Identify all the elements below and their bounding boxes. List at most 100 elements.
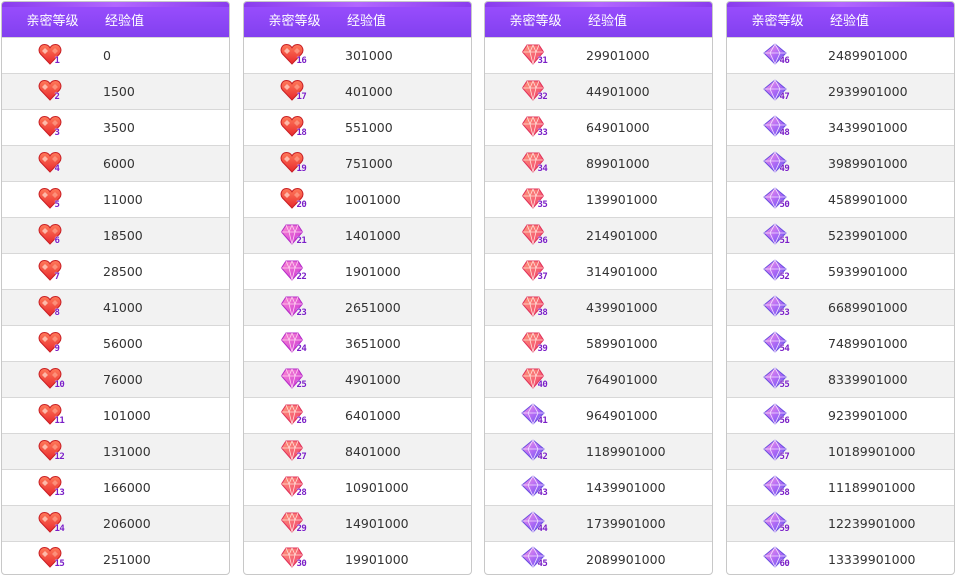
exp-value: 44901000 [586,84,650,99]
level-number: 14 [54,523,65,534]
table-row: 17 401000 [244,73,471,109]
gem-purple-icon: 52 [761,258,795,286]
table-row: 22 1901000 [244,253,471,289]
level-number: 57 [779,451,790,462]
level-number: 31 [537,55,548,66]
level-cell: 44 [485,510,586,538]
exp-value: 1739901000 [586,516,666,531]
header-exp: 经验值 [105,14,145,29]
level-cell: 8 [2,294,103,322]
level-number: 47 [779,91,790,102]
table-row: 28 10901000 [244,469,471,505]
heart-red-icon: 20 [278,186,312,214]
level-number: 42 [537,451,548,462]
exp-value: 29901000 [586,48,650,63]
level-number: 22 [296,271,307,282]
exp-value: 1189901000 [586,444,666,459]
level-number: 40 [537,379,548,390]
table-row: 44 1739901000 [485,505,712,541]
level-number: 25 [296,379,307,390]
exp-value: 56000 [103,336,143,351]
heart-red-icon: 7 [36,258,70,286]
table-row: 25 4901000 [244,361,471,397]
level-number: 50 [779,199,790,210]
gem-pink-icon: 24 [278,330,312,358]
exp-value: 551000 [345,120,393,135]
level-number: 6 [54,235,60,246]
level-number: 48 [779,127,790,138]
level-number: 56 [779,415,790,426]
gem-purple-icon: 46 [761,42,795,70]
table-header: 亲密等级 经验值 [2,2,229,37]
table-row: 34 89901000 [485,145,712,181]
table-header: 亲密等级 经验值 [244,2,471,37]
exp-value: 764901000 [586,372,658,387]
level-number: 46 [779,55,790,66]
header-exp: 经验值 [588,14,628,29]
level-cell: 25 [244,366,345,394]
level-number: 16 [296,55,307,66]
level-cell: 56 [727,402,828,430]
gem-purple-icon: 59 [761,510,795,538]
level-table-1: 亲密等级 经验值 1 0 2 1500 3 3500 4 6000 5 11000 6 18500 7 285… [1,1,230,575]
level-number: 33 [537,127,548,138]
gem-red-icon: 38 [519,294,553,322]
heart-red-icon: 3 [36,114,70,142]
table-row: 4 6000 [2,145,229,181]
gem-red-icon: 27 [278,438,312,466]
exp-value: 18500 [103,228,143,243]
level-cell: 31 [485,42,586,70]
level-number: 52 [779,271,790,282]
level-number: 18 [296,127,307,138]
gem-pink-icon: 21 [278,222,312,250]
table-row: 48 3439901000 [727,109,954,145]
level-cell: 50 [727,186,828,214]
level-cell: 46 [727,42,828,70]
gem-purple-icon: 48 [761,114,795,142]
gem-purple-icon: 57 [761,438,795,466]
table-row: 50 4589901000 [727,181,954,217]
gem-purple-icon: 44 [519,510,553,538]
heart-red-icon: 2 [36,78,70,106]
level-number: 55 [779,379,790,390]
exp-value: 1500 [103,84,135,99]
table-row: 2 1500 [2,73,229,109]
level-cell: 7 [2,258,103,286]
gem-purple-icon: 47 [761,78,795,106]
level-cell: 11 [2,402,103,430]
gem-pink-icon: 25 [278,366,312,394]
table-row: 27 8401000 [244,433,471,469]
gem-red-icon: 28 [278,474,312,502]
table-row: 53 6689901000 [727,289,954,325]
level-number: 28 [296,487,307,498]
level-cell: 28 [244,474,345,502]
level-number: 5 [54,199,60,210]
exp-value: 89901000 [586,156,650,171]
level-cell: 35 [485,186,586,214]
table-row: 55 8339901000 [727,361,954,397]
table-row: 38 439901000 [485,289,712,325]
level-number: 51 [779,235,790,246]
level-cell: 16 [244,42,345,70]
exp-value: 301000 [345,48,393,63]
level-number: 27 [296,451,307,462]
level-cell: 17 [244,78,345,106]
level-number: 59 [779,523,790,534]
level-number: 39 [537,343,548,354]
level-cell: 27 [244,438,345,466]
exp-value: 139901000 [586,192,658,207]
level-cell: 20 [244,186,345,214]
table-row: 12 131000 [2,433,229,469]
exp-value: 1901000 [345,264,401,279]
heart-red-icon: 14 [36,510,70,538]
level-cell: 38 [485,294,586,322]
level-cell: 12 [2,438,103,466]
level-number: 4 [54,163,60,174]
exp-value: 7489901000 [828,336,908,351]
table-row: 5 11000 [2,181,229,217]
level-number: 34 [537,163,548,174]
heart-red-icon: 4 [36,150,70,178]
level-cell: 5 [2,186,103,214]
table-header: 亲密等级 经验值 [727,2,954,37]
level-number: 13 [54,487,65,498]
